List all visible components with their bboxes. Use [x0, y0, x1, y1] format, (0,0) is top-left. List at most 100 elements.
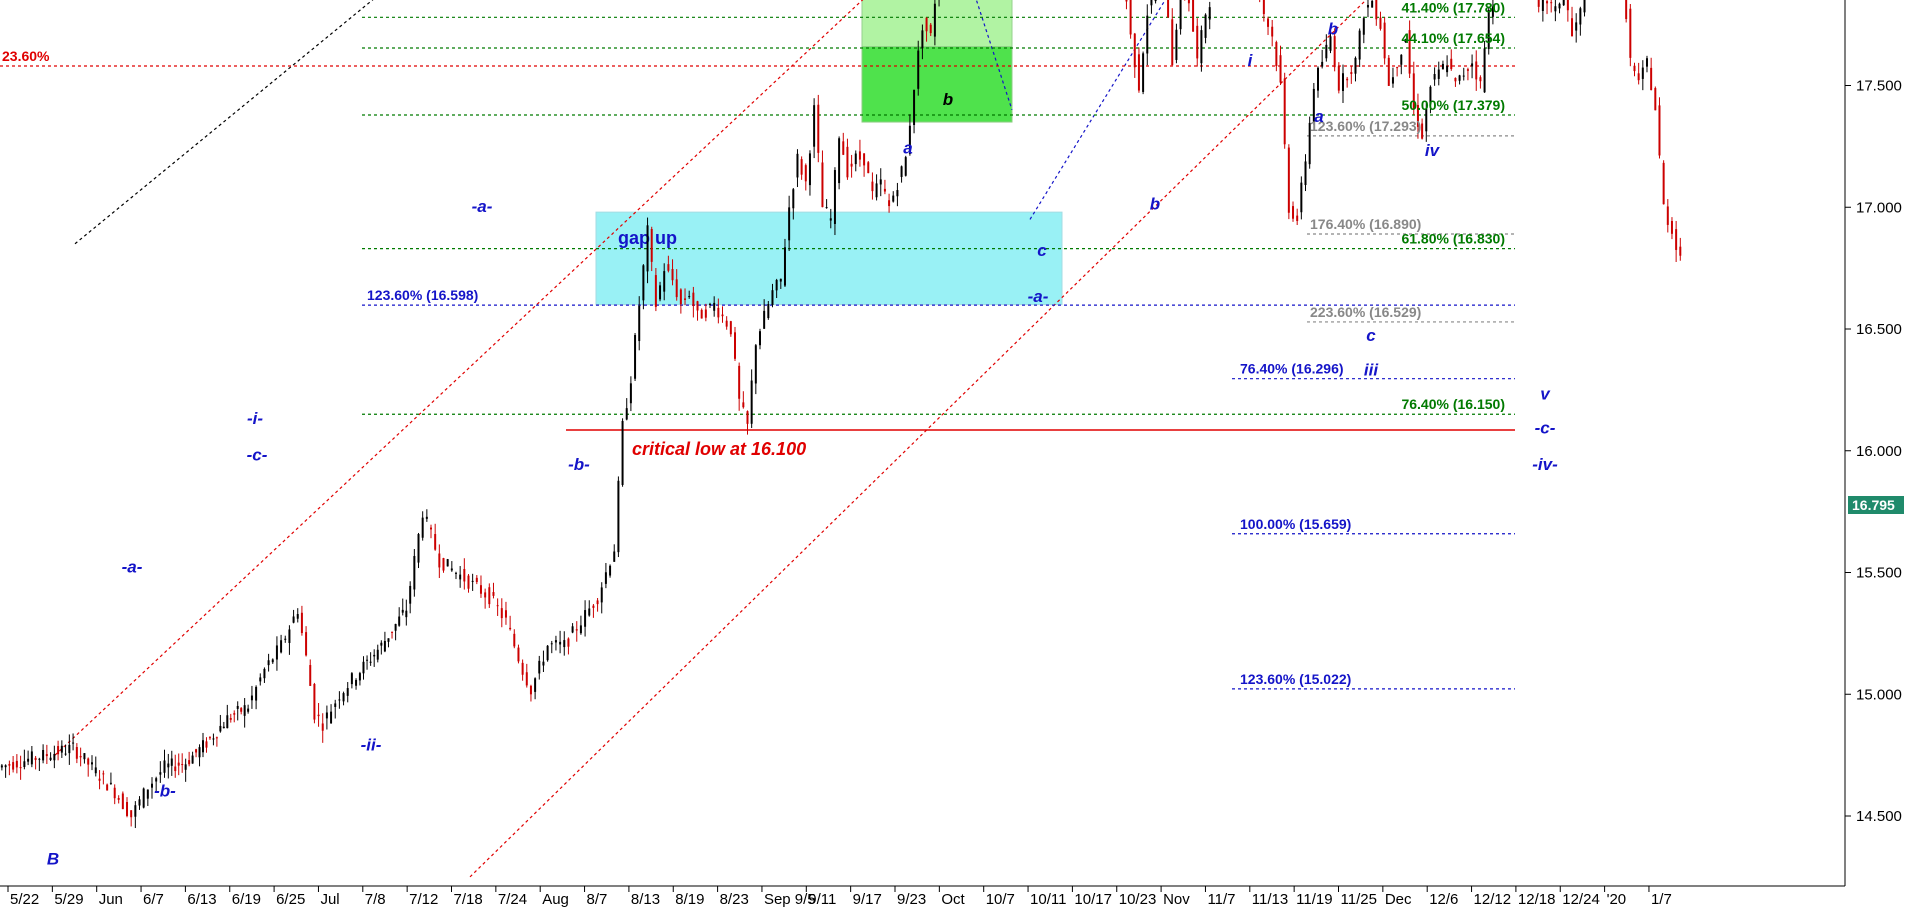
candle-body: [42, 749, 45, 761]
candle-body: [195, 749, 198, 753]
candle-body: [4, 765, 7, 768]
candle-body: [1167, 0, 1170, 18]
x-tick-label: 5/29: [54, 891, 83, 907]
y-tick-label: 17.500: [1856, 78, 1902, 95]
candle-body: [563, 640, 566, 648]
candle-body: [1308, 122, 1311, 165]
candle-body: [738, 365, 741, 399]
candle-body: [521, 662, 524, 675]
candle-body: [1491, 6, 1494, 17]
current-price-label: 16.795: [1852, 497, 1895, 513]
candle-body: [908, 125, 911, 154]
candle-body: [1187, 0, 1190, 4]
x-tick-label: 12/12: [1474, 891, 1512, 907]
candle-body: [609, 565, 612, 576]
candle-body: [1558, 3, 1561, 9]
wave-label: iv: [1425, 141, 1441, 160]
candle-body: [1337, 66, 1340, 91]
candle-body: [663, 271, 666, 292]
candle-body: [1283, 78, 1286, 145]
candle-body: [1317, 67, 1320, 91]
x-tick-label: 8/23: [720, 891, 749, 907]
candle-body: [742, 402, 745, 408]
candle-body: [267, 660, 270, 666]
candle-body: [1421, 123, 1424, 139]
candle-body: [87, 758, 90, 765]
candle-body: [90, 762, 93, 765]
x-tick-label: Oct: [941, 891, 965, 907]
candle-body: [1441, 63, 1444, 70]
candle-body: [313, 683, 316, 720]
wave-label: a: [903, 139, 912, 158]
candle-body: [229, 718, 232, 720]
candle-body: [779, 278, 782, 282]
candle-body: [471, 580, 474, 582]
candle-body: [138, 799, 141, 806]
candle-body: [1458, 75, 1461, 81]
candle-body: [650, 229, 653, 262]
candle-body: [1629, 8, 1632, 58]
candle-body: [1175, 29, 1178, 60]
candle-body: [1571, 18, 1574, 37]
x-tick-label: Dec: [1385, 891, 1412, 907]
candle-body: [1366, 4, 1369, 8]
level-label: 23.60%: [2, 48, 50, 64]
candle-body: [1371, 0, 1374, 8]
candle-body: [646, 225, 649, 272]
candle-body: [288, 629, 291, 643]
candle-body: [72, 742, 75, 744]
candle-body: [174, 766, 177, 772]
candle-body: [904, 157, 907, 176]
candle-body: [729, 321, 732, 335]
candle-body: [704, 309, 707, 318]
candle-body: [842, 141, 845, 155]
candle-body: [34, 757, 37, 761]
candle-body: [1550, 2, 1553, 4]
candle-body: [325, 712, 328, 719]
candle-body: [398, 616, 401, 626]
candle-body: [1446, 65, 1449, 73]
wave-label: -ii-: [361, 735, 382, 754]
wave-label: -i-: [247, 409, 263, 428]
candle-body: [208, 737, 211, 739]
candle-body: [750, 380, 753, 424]
channel-line-2: [469, 0, 1367, 878]
candle-body: [45, 754, 48, 757]
candle-body: [1416, 105, 1419, 127]
candle-body: [617, 480, 620, 553]
candle-body: [559, 641, 562, 645]
candle-body: [1142, 53, 1145, 92]
channel-line-1: [54, 0, 864, 756]
x-tick-label: 12/18: [1518, 891, 1556, 907]
candle-body: [659, 285, 662, 300]
candle-body: [1375, 0, 1378, 20]
candle-body: [1204, 14, 1207, 38]
x-tick-label: 7/12: [409, 891, 438, 907]
candle-body: [771, 290, 774, 305]
candle-body: [813, 105, 816, 147]
candle-body: [788, 207, 791, 241]
candle-body: [8, 764, 11, 766]
candle-body: [500, 608, 503, 619]
candle-body: [1541, 0, 1544, 11]
candle-body: [338, 699, 341, 701]
candle-body: [177, 762, 180, 766]
candle-body: [1208, 7, 1211, 20]
candle-body: [321, 723, 324, 731]
candle-body: [496, 605, 499, 607]
candle-body: [588, 608, 591, 616]
x-tick-label: Sep 9/5: [764, 891, 816, 907]
x-tick-label: 10/17: [1074, 891, 1112, 907]
candle-body: [233, 713, 236, 715]
candle-body: [875, 183, 878, 198]
candle-body: [1654, 88, 1657, 111]
zone-green-box-inner: [861, 46, 1013, 123]
candle-body: [130, 810, 133, 818]
x-tick-label: 8/7: [587, 891, 608, 907]
y-tick-label: 15.000: [1856, 686, 1902, 703]
candle-body: [64, 753, 67, 755]
wave-label: -a-: [122, 558, 143, 577]
candle-body: [933, 3, 936, 37]
candle-body: [754, 345, 757, 384]
